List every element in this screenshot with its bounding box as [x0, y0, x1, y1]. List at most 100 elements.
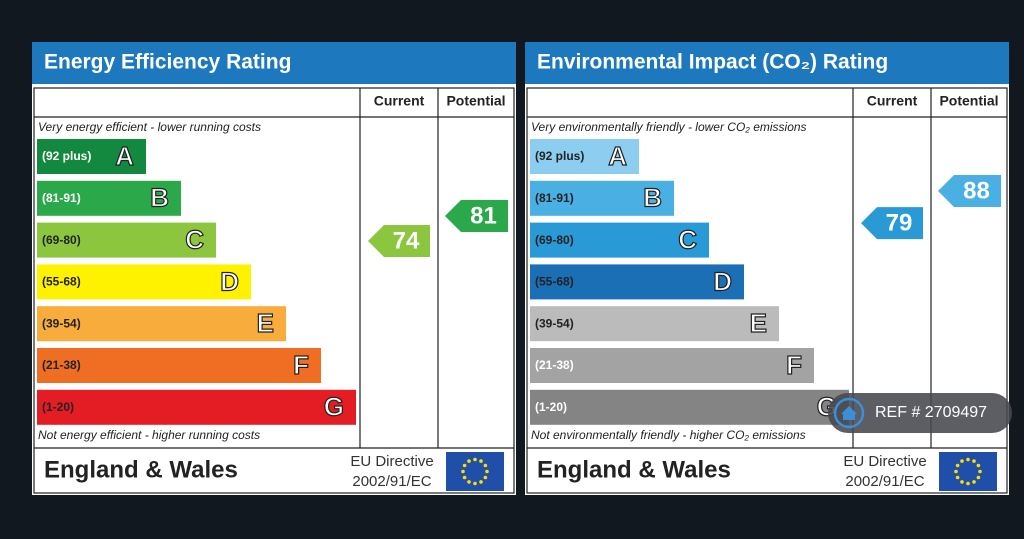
- eu-star: [954, 469, 958, 474]
- epc-panel: Energy Efficiency Rating Current Potential…: [32, 42, 516, 495]
- band-letter: C: [185, 224, 204, 254]
- band-range: (81-91): [535, 191, 574, 205]
- band-range: (21-38): [42, 358, 81, 372]
- eu-star: [462, 463, 467, 468]
- panel-title: Energy Efficiency Rating: [44, 51, 291, 74]
- band-letter: E: [257, 308, 274, 338]
- bottom-note: Not energy efficient - higher running co…: [38, 428, 260, 442]
- top-note: Very environmentally friendly - lower CO…: [531, 120, 807, 134]
- band-range: (55-68): [535, 275, 574, 289]
- eu-star: [955, 463, 960, 468]
- rating-arrow: [368, 224, 430, 257]
- rating-band: [37, 348, 321, 383]
- rating-arrow: [938, 175, 1001, 208]
- eu-star: [978, 469, 982, 474]
- rating-band: [530, 264, 744, 300]
- rating-band: [37, 222, 216, 258]
- rating-arrow: [861, 207, 923, 240]
- rating-band: [37, 139, 146, 174]
- band-range: (81-91): [42, 191, 81, 205]
- rating-band: [37, 180, 181, 216]
- eu-star: [960, 480, 964, 484]
- rating-band: [37, 389, 356, 425]
- eu-star: [972, 480, 976, 484]
- band-range: (92 plus): [42, 149, 91, 163]
- panel-title: Environmental Impact (CO₂) Rating: [537, 51, 888, 74]
- table-border: [33, 87, 515, 494]
- band-letter: F: [293, 350, 309, 380]
- band-range: (39-54): [42, 316, 81, 330]
- epc-panel: Environmental Impact (CO₂) Rating Current…: [525, 42, 1009, 495]
- eu-star: [483, 463, 488, 468]
- header-potential: Potential: [446, 93, 505, 109]
- directive-2: 2002/91/EC: [845, 473, 924, 490]
- eu-star: [485, 469, 489, 474]
- band-letter: F: [786, 350, 802, 380]
- header-potential: Potential: [939, 93, 998, 109]
- rating-band: [530, 180, 674, 216]
- eu-star: [467, 459, 471, 463]
- directive-1: EU Directive: [843, 453, 926, 470]
- ref-bg: [828, 393, 1012, 433]
- title-bar: [32, 42, 516, 84]
- band-letter: C: [678, 224, 697, 254]
- rating-band: [37, 264, 251, 300]
- rating-band: [530, 389, 849, 425]
- ref-text: REF # 2709497: [875, 404, 987, 421]
- bottom-note: Not environmentally friendly - higher CO…: [531, 428, 806, 442]
- eu-star: [473, 481, 477, 486]
- band-range: (39-54): [535, 316, 574, 330]
- top-note: Very energy efficient - lower running co…: [38, 120, 261, 134]
- title-bar: [525, 42, 1009, 84]
- rating-arrow: [445, 200, 508, 232]
- eu-star: [479, 459, 483, 463]
- header-current: Current: [867, 93, 918, 109]
- region: England & Wales: [44, 456, 238, 483]
- eu-star: [461, 469, 465, 474]
- rating-value: 79: [886, 209, 913, 236]
- band-range: (1-20): [535, 400, 567, 414]
- rating-band: [530, 348, 814, 383]
- eu-star: [976, 475, 981, 480]
- rating-value: 81: [470, 202, 497, 229]
- band-letter: B: [643, 183, 662, 213]
- band-range: (55-68): [42, 275, 81, 289]
- eu-star: [462, 475, 467, 480]
- eu-star: [483, 475, 488, 480]
- band-letter: D: [713, 266, 732, 296]
- rating-band: [530, 306, 779, 342]
- rating-value: 74: [393, 227, 420, 254]
- eu-star: [960, 459, 964, 463]
- directive-1: EU Directive: [350, 453, 433, 470]
- band-range: (69-80): [42, 233, 81, 247]
- eu-star: [966, 457, 970, 462]
- header-current: Current: [374, 93, 425, 109]
- eu-star: [972, 459, 976, 463]
- rating-band: [37, 306, 286, 342]
- eu-star: [955, 475, 960, 480]
- ref-badge: REF # 2709497: [828, 393, 1012, 433]
- ref-icon-ring: [833, 397, 865, 429]
- band-range: (92 plus): [535, 149, 584, 163]
- rating-value: 88: [963, 177, 990, 204]
- band-range: (1-20): [42, 400, 74, 414]
- band-letter: E: [750, 308, 767, 338]
- eu-star: [467, 480, 471, 484]
- band-range: (69-80): [535, 233, 574, 247]
- eu-star: [473, 457, 477, 462]
- directive-2: 2002/91/EC: [352, 473, 431, 490]
- table-border: [526, 87, 1008, 494]
- band-range: (21-38): [535, 358, 574, 372]
- eu-star: [479, 480, 483, 484]
- rating-band: [530, 222, 709, 258]
- eu-star: [966, 481, 970, 486]
- band-letter: D: [220, 266, 239, 296]
- band-letter: A: [608, 141, 627, 171]
- band-letter: G: [324, 392, 344, 422]
- band-letter: A: [115, 141, 134, 171]
- rating-band: [530, 139, 639, 174]
- region: England & Wales: [537, 456, 731, 483]
- ref-icon-house: [841, 406, 857, 420]
